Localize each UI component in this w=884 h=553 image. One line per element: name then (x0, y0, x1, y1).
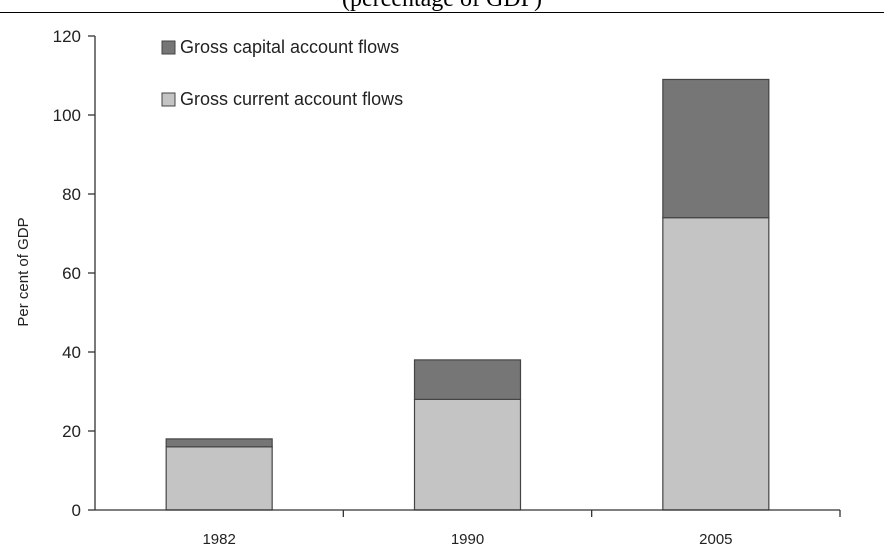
legend: Gross capital account flows Gross current… (161, 37, 403, 109)
legend-swatch (161, 40, 176, 55)
x-tick-label: 1990 (451, 531, 484, 548)
caption-rule (0, 12, 884, 13)
bars-layer (165, 78, 770, 511)
bar-segment-1982-current (165, 446, 273, 511)
y-tick-label: 120 (53, 27, 81, 46)
bar-segment-1990-capital (413, 359, 522, 400)
bar-segment-1990-current (413, 398, 522, 511)
y-tick-label: 20 (62, 422, 81, 441)
axes-layer (88, 35, 841, 517)
legend-label: Gross current account flows (180, 89, 403, 109)
legend-label: Gross capital account flows (180, 37, 399, 57)
x-tick-label: 1982 (202, 531, 235, 548)
x-tick-label: 2005 (699, 531, 732, 548)
y-tick-label: 60 (62, 264, 81, 283)
bar-segment-2005-current (662, 217, 770, 511)
legend-swatch (161, 92, 176, 107)
y-axis-title: Per cent of GDP (15, 217, 32, 326)
y-tick-label: 80 (62, 185, 81, 204)
bar-segment-2005-capital (662, 78, 770, 219)
y-tick-label: 0 (72, 501, 81, 520)
y-tick-label: 40 (62, 343, 81, 362)
bar-segment-1982-capital (165, 438, 273, 448)
labels-layer: 0 20 40 60 80 100 120 1982 1990 2005 (53, 27, 733, 548)
y-tick-label: 100 (53, 106, 81, 125)
chart-caption: (percentage of GDP) (0, 0, 884, 13)
